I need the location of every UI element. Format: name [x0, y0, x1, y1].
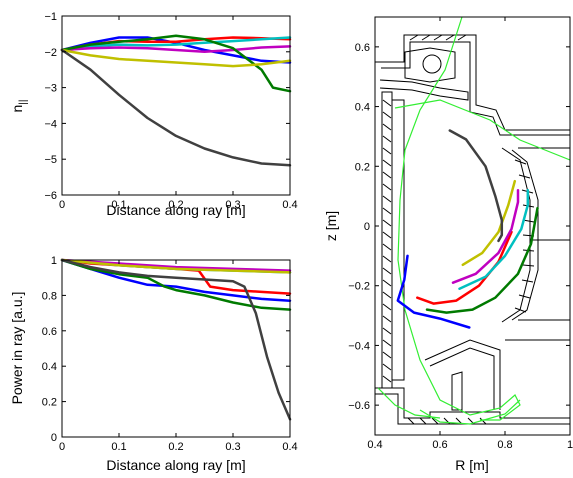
n-parallel-xtick-label: 0	[59, 199, 65, 211]
power-ytick-label: 0.4	[42, 361, 57, 373]
power-xtick-label: 0.3	[225, 441, 240, 453]
vessel-structure	[375, 34, 570, 425]
power-xtick-label: 0.1	[111, 441, 126, 453]
power-xlabel: Distance along ray [m]	[106, 457, 245, 473]
n-parallel-panel: 0 0.1 0.2 0.3 0.4 −6 −5 −4 −3 −2 −1 Distance along…	[9, 11, 298, 218]
n-parallel-ylabel-main: n	[9, 105, 25, 113]
power-series-4	[60, 258, 292, 311]
power-panel: 0 0.1 0.2 0.3 0.4 0 0.2 0.4 0.6 0.8 1 Distance alo…	[9, 255, 298, 473]
n-parallel-ytick-label: −3	[44, 83, 57, 95]
power-series-5	[60, 258, 292, 274]
n-parallel-series-2	[60, 36, 292, 52]
power-xtick-label: 0.2	[168, 441, 183, 453]
tokamak-xtick-label: 0.8	[497, 439, 512, 451]
n-parallel-xtick-label: 0.1	[111, 199, 126, 211]
n-parallel-series-5	[60, 48, 292, 68]
n-parallel-ytick-label: −2	[44, 47, 57, 59]
tokamak-xtick-label: 0.4	[367, 439, 382, 451]
n-parallel-ytick-label: −5	[44, 154, 57, 166]
n-parallel-ytick-label: −1	[44, 11, 57, 23]
n-parallel-series-4	[60, 34, 292, 93]
n-parallel-ytick-label: −6	[44, 190, 57, 202]
power-xtick-label: 0.4	[282, 441, 297, 453]
power-ytick-label: 0.6	[42, 326, 57, 338]
tokamak-series-4	[425, 206, 539, 314]
tokamak-panel: 0.4 0.6 0.8 1 −0.6 −0.4 −0.2 0 0.2 0.4 0.6 R [m] z…	[323, 16, 573, 473]
n-parallel-xlabel: Distance along ray [m]	[106, 202, 245, 218]
tokamak-xlabel: R [m]	[455, 457, 488, 473]
power-xtick-label: 0	[59, 441, 65, 453]
power-ytick-label: 0.8	[42, 290, 57, 302]
tokamak-series-3	[451, 188, 520, 284]
tokamak-series-6	[448, 129, 504, 243]
tokamak-ytick-label: 0.6	[355, 42, 370, 54]
tokamak-ytick-label: 0.2	[355, 161, 370, 173]
tokamak-ytick-label: −0.2	[348, 281, 370, 293]
n-parallel-xtick-label: 0.3	[225, 199, 240, 211]
n-parallel-ylabel-subscript: ||	[18, 100, 29, 105]
tokamak-ytick-label: −0.4	[348, 340, 370, 352]
tokamak-xtick-label: 0.6	[432, 439, 447, 451]
power-ytick-label: 0	[51, 432, 57, 444]
power-ylabel: Power in ray [a.u.]	[9, 292, 25, 405]
tokamak-xtick-label: 1	[567, 439, 573, 451]
n-parallel-series-3	[60, 45, 292, 54]
n-parallel-ytick-label: −4	[44, 118, 57, 130]
n-parallel-ylabel: n||	[9, 100, 29, 113]
tokamak-ytick-label: 0.4	[355, 102, 370, 114]
power-series-6	[60, 258, 292, 421]
n-parallel-xtick-label: 0.2	[168, 199, 183, 211]
power-ytick-label: 0.2	[42, 397, 57, 409]
tokamak-series-0	[396, 254, 471, 329]
tokamak-series-1	[416, 230, 513, 305]
field-lines	[377, 17, 570, 425]
tokamak-series-5	[461, 179, 517, 267]
tokamak-series-2	[458, 188, 530, 290]
tokamak-ylabel: z [m]	[323, 211, 339, 241]
power-ytick-label: 1	[51, 255, 57, 267]
tokamak-ytick-label: 0	[364, 221, 370, 233]
tokamak-ytick-label: −0.6	[348, 400, 370, 412]
n-parallel-xtick-label: 0.4	[282, 199, 297, 211]
n-parallel-series-6	[60, 48, 292, 167]
